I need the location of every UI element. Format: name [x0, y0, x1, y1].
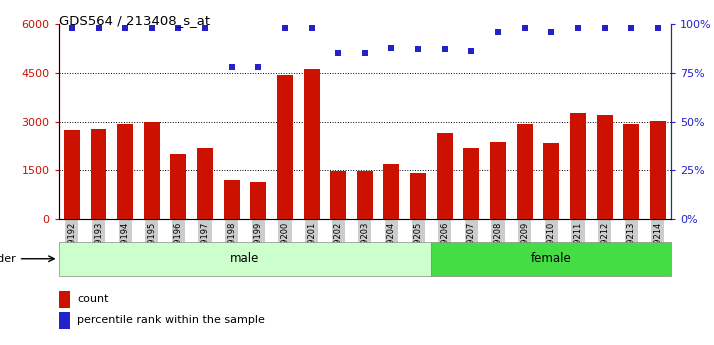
- Bar: [543, 143, 559, 219]
- Bar: [197, 148, 213, 219]
- Bar: [623, 124, 639, 219]
- Bar: [144, 122, 160, 219]
- Bar: [59, 291, 69, 308]
- Bar: [277, 75, 293, 219]
- Point: [652, 25, 663, 31]
- Point: [519, 25, 531, 31]
- Bar: [490, 142, 506, 219]
- Bar: [650, 121, 666, 219]
- Bar: [64, 130, 80, 219]
- Point: [439, 47, 451, 52]
- Point: [93, 25, 104, 31]
- Text: female: female: [531, 252, 572, 265]
- Bar: [331, 171, 346, 219]
- Point: [386, 45, 397, 50]
- Bar: [357, 171, 373, 219]
- Text: percentile rank within the sample: percentile rank within the sample: [77, 315, 265, 325]
- Bar: [410, 173, 426, 219]
- Bar: [517, 124, 533, 219]
- Point: [306, 25, 317, 31]
- Point: [66, 25, 78, 31]
- Bar: [437, 133, 453, 219]
- Point: [599, 25, 610, 31]
- Point: [625, 25, 637, 31]
- Bar: [303, 69, 320, 219]
- Point: [359, 51, 371, 56]
- Point: [572, 25, 583, 31]
- Bar: [117, 124, 133, 219]
- Bar: [570, 114, 586, 219]
- Bar: [171, 154, 186, 219]
- Text: GDS564 / 213408_s_at: GDS564 / 213408_s_at: [59, 14, 210, 27]
- Point: [146, 25, 158, 31]
- Point: [279, 25, 291, 31]
- Point: [333, 51, 344, 56]
- Bar: [383, 164, 399, 219]
- Point: [253, 64, 264, 70]
- Bar: [431, 241, 671, 276]
- Point: [226, 64, 237, 70]
- Bar: [59, 241, 431, 276]
- Point: [119, 25, 131, 31]
- Point: [466, 49, 477, 54]
- Point: [173, 25, 184, 31]
- Point: [199, 25, 211, 31]
- Bar: [597, 115, 613, 219]
- Bar: [91, 129, 106, 219]
- Text: gender: gender: [0, 254, 16, 264]
- Bar: [59, 312, 69, 329]
- Bar: [251, 182, 266, 219]
- Bar: [463, 148, 479, 219]
- Bar: [223, 180, 240, 219]
- Point: [545, 29, 557, 35]
- Text: male: male: [231, 252, 260, 265]
- Text: count: count: [77, 294, 109, 304]
- Point: [493, 29, 504, 35]
- Point: [413, 47, 424, 52]
